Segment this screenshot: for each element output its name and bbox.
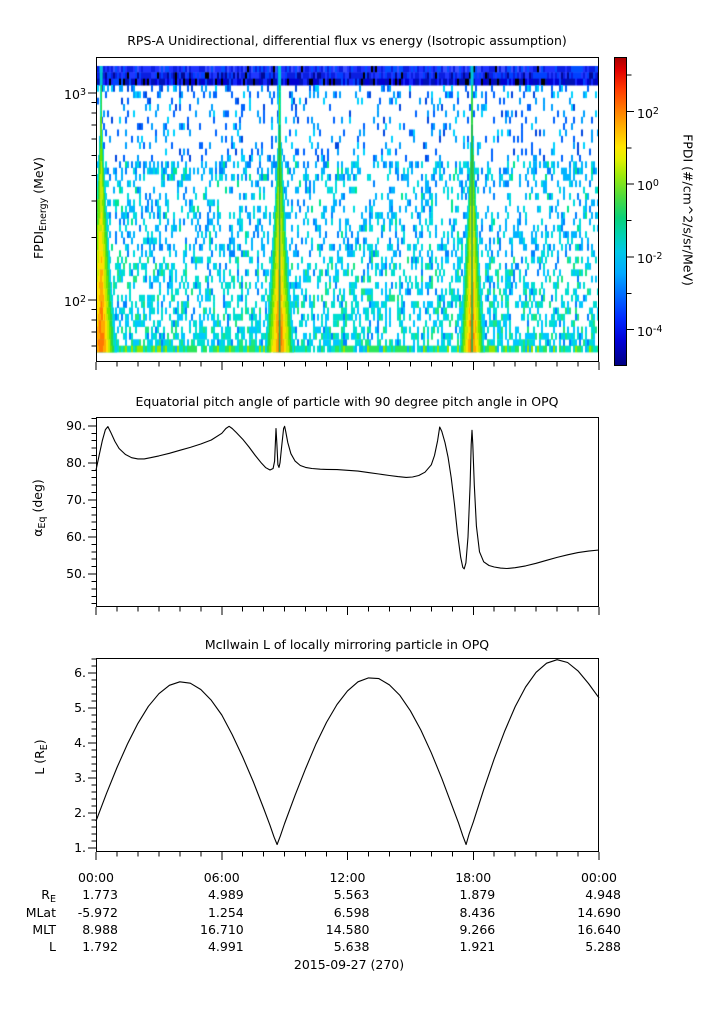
- mcilwain-panel-title: McIlwain L of locally mirroring particle…: [204, 637, 490, 652]
- flux-panel-title: RPS-A Unidirectional, differential flux …: [127, 33, 567, 48]
- pitch-tick-label: 90.: [66, 417, 86, 433]
- energy-tick-label: 102: [64, 294, 86, 309]
- table-row-label: MLat: [25, 905, 56, 920]
- table-cell: 5.638: [333, 939, 370, 954]
- l-tick-label: 1.: [74, 840, 86, 855]
- colorbar-tick-label: 10-4: [637, 323, 663, 339]
- colorbar-tick-label: 102: [637, 105, 659, 121]
- time-tick-label: 00:00: [77, 870, 115, 885]
- pitch-tick-label: 70.: [66, 491, 86, 507]
- table-cell: 4.989: [207, 887, 244, 902]
- table-cell: 1.792: [82, 939, 118, 954]
- table-cell: 1.254: [207, 905, 244, 920]
- table-cell: 16.710: [200, 922, 244, 937]
- date-label: 2015-09-27 (270): [293, 957, 405, 972]
- flux-y-axis-label: FPDIEnergy (MeV): [31, 156, 49, 260]
- l-tick-label: 2.: [74, 805, 86, 821]
- pitch-tick-label: 80.: [66, 454, 86, 470]
- table-cell: 16.640: [577, 922, 621, 937]
- pitch-angle-plot-box: [96, 417, 599, 607]
- colorbar: [614, 57, 627, 366]
- table-cell: 5.288: [585, 939, 621, 954]
- colorbar-tick-label: 100: [637, 178, 659, 194]
- table-cell: 14.690: [577, 905, 621, 920]
- table-cell: 4.948: [585, 887, 621, 902]
- table-cell: 8.436: [459, 905, 496, 920]
- pitch-tick-label: 60.: [66, 529, 86, 544]
- table-cell: 8.988: [82, 922, 118, 937]
- time-tick-label: 18:00: [455, 870, 492, 885]
- table-cell: 14.580: [325, 922, 370, 937]
- table-cell: 1.773: [82, 887, 118, 902]
- l-tick-label: 5.: [74, 700, 86, 716]
- energy-tick-label: 103: [64, 87, 86, 102]
- pitch-panel-title: Equatorial pitch angle of particle with …: [135, 394, 559, 409]
- pitch-tick-label: 50.: [66, 566, 86, 582]
- table-cell: -5.972: [77, 905, 118, 920]
- l-tick-label: 3.: [74, 770, 86, 786]
- l-tick-label: 6.: [74, 665, 86, 681]
- flux-spectrogram: [97, 58, 599, 361]
- l-tick-label: 4.: [74, 735, 86, 751]
- table-cell: 5.563: [333, 887, 370, 902]
- colorbar-label: FPDI (#/cm^2/s/sr/MeV): [680, 134, 696, 286]
- colorbar-tick-label: 10-2: [637, 250, 663, 266]
- time-tick-label: 06:00: [203, 870, 240, 885]
- spectrogram-plot-box: [96, 57, 599, 362]
- table-cell: 1.879: [459, 887, 496, 902]
- table-cell: 9.266: [459, 922, 496, 937]
- table-cell: 1.921: [459, 939, 496, 954]
- table-cell: 6.598: [333, 905, 370, 920]
- table-cell: 4.991: [207, 939, 244, 954]
- time-tick-label: 00:00: [580, 870, 618, 885]
- mcilwain-plot-box: [96, 658, 599, 852]
- table-row-label: MLT: [32, 922, 56, 937]
- time-tick-label: 12:00: [329, 870, 366, 885]
- table-row-label: L: [49, 939, 56, 954]
- table-row-label: RE: [41, 887, 56, 905]
